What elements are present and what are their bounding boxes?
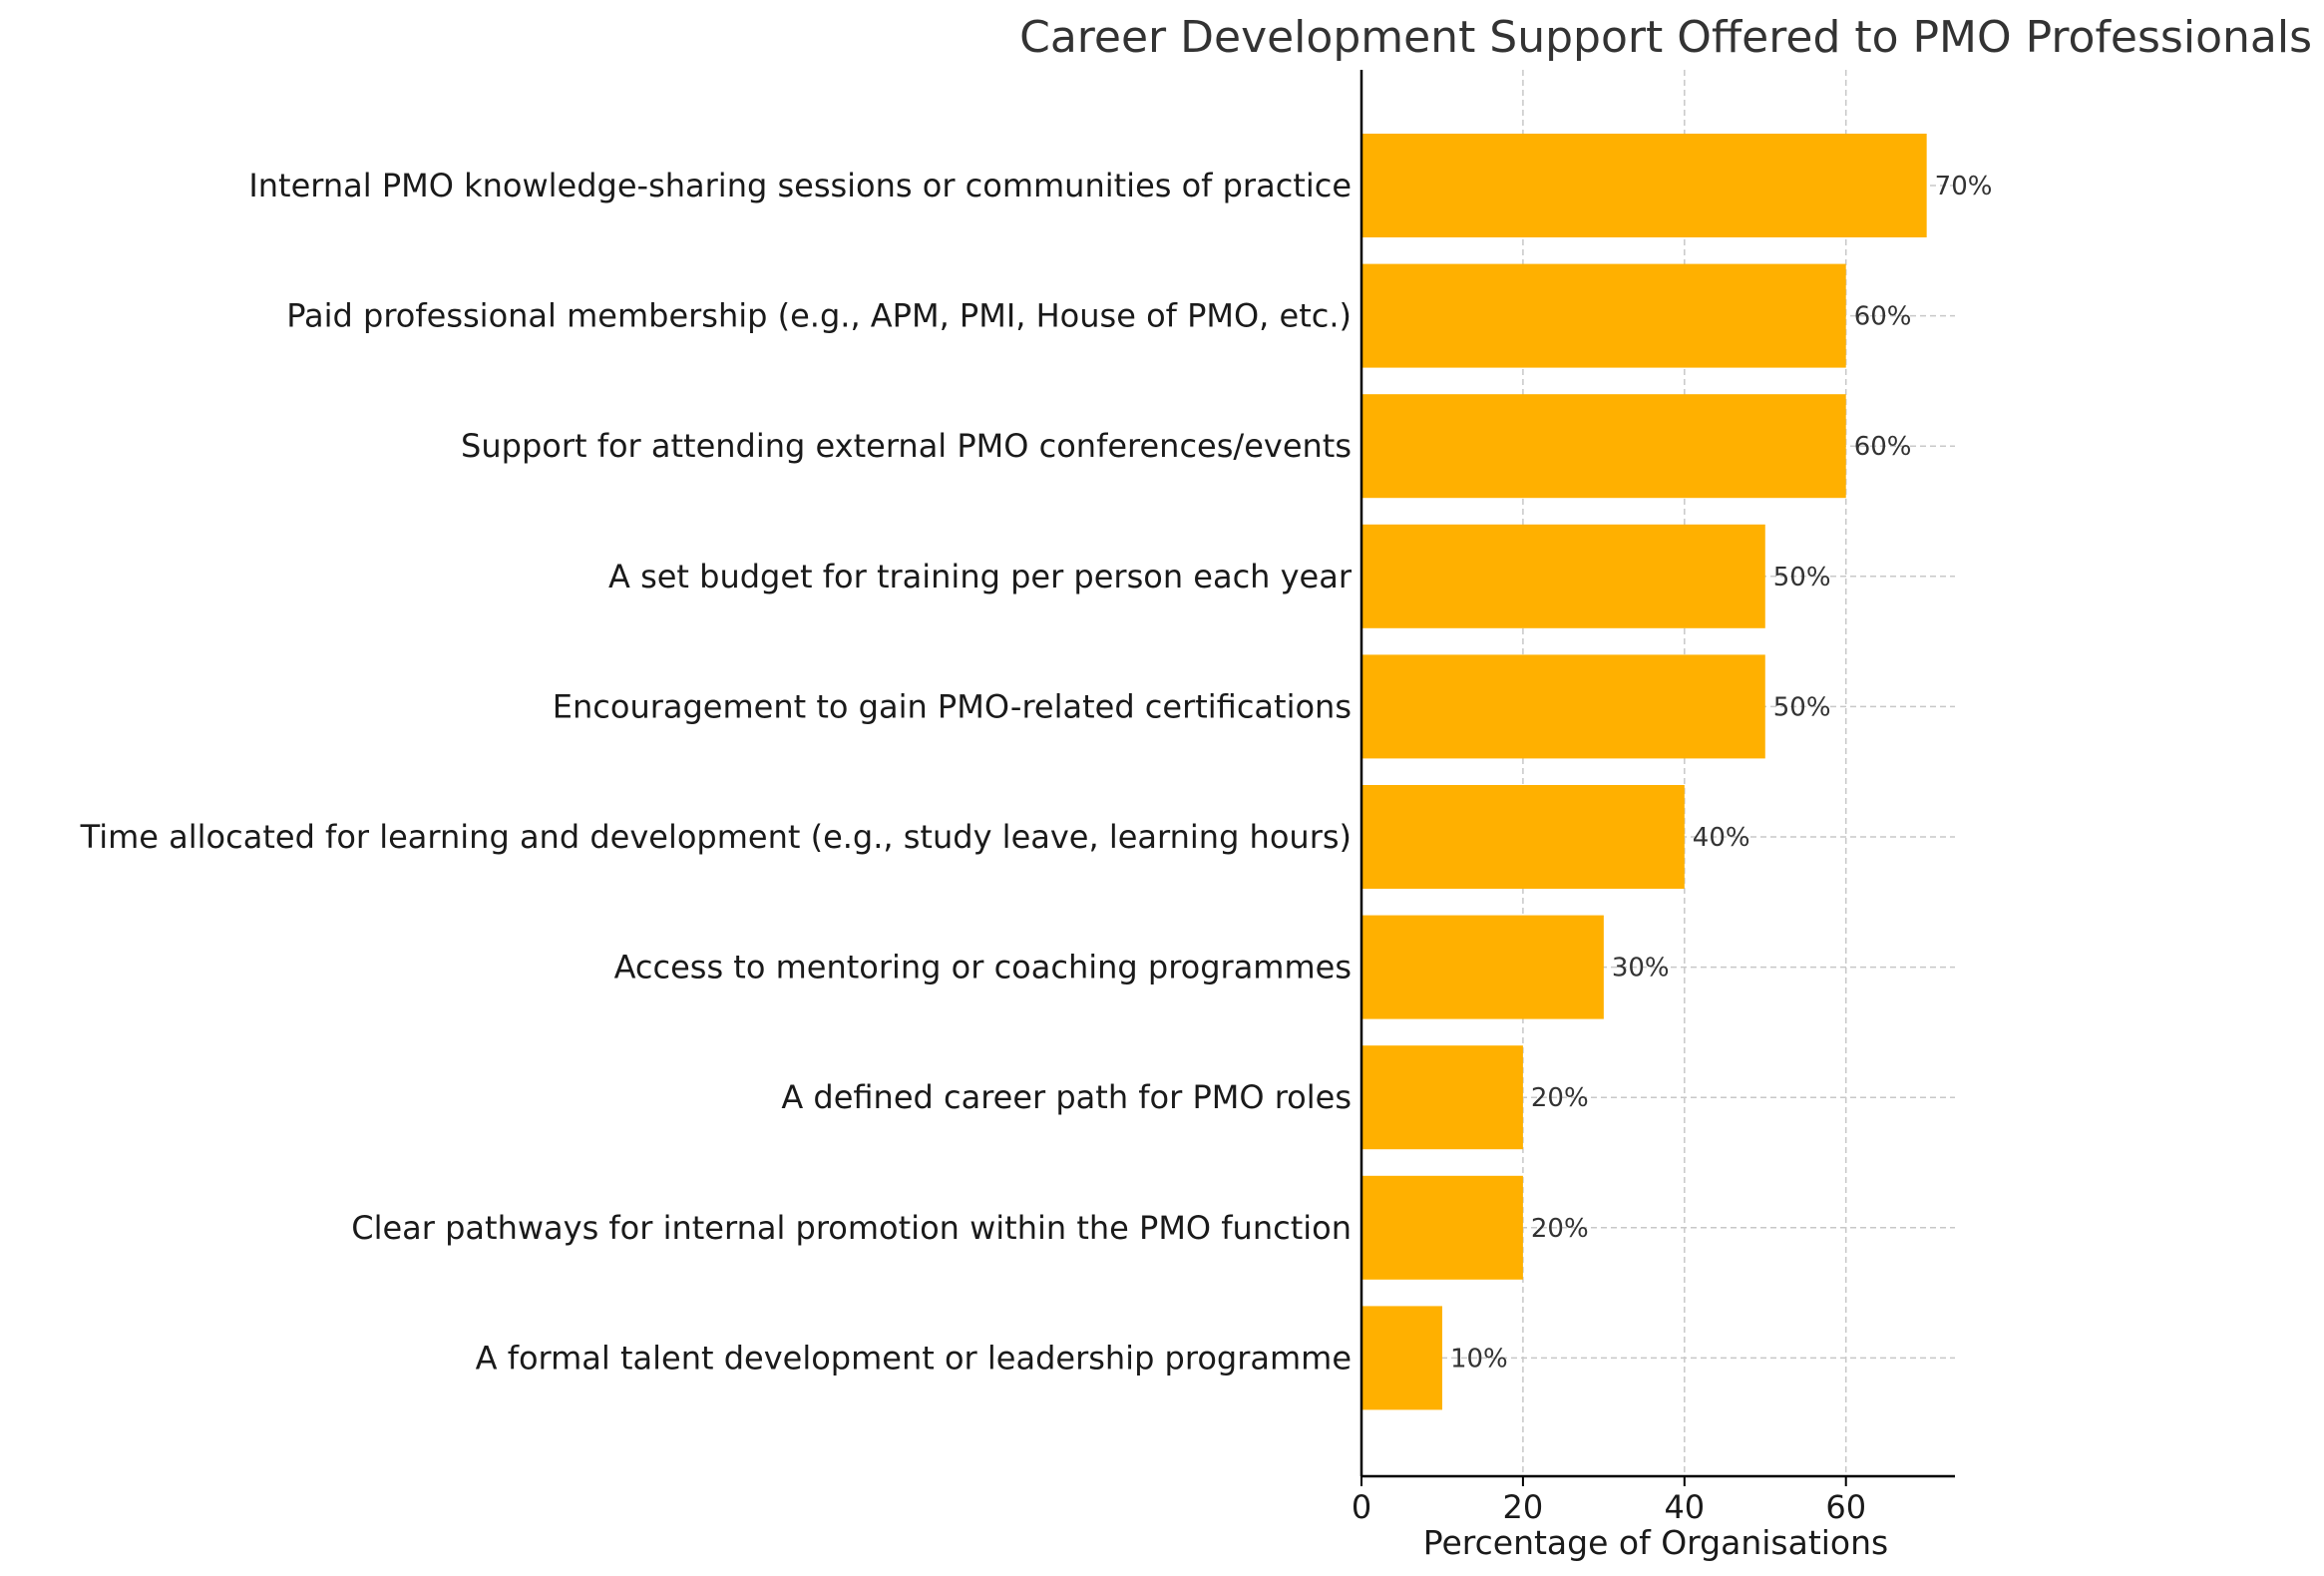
- category-label: Paid professional membership (e.g., APM,…: [286, 297, 1352, 335]
- x-tick-label: 40: [1664, 1488, 1705, 1526]
- bar: [1361, 915, 1604, 1019]
- category-label: Access to mentoring or coaching programm…: [614, 949, 1352, 986]
- x-ticks: 0 20 40 60: [1352, 1476, 1866, 1526]
- x-axis-title: Percentage of Organisations: [1423, 1523, 1888, 1562]
- bar-value-label: 70%: [1935, 172, 1993, 201]
- category-label: Clear pathways for internal promotion wi…: [351, 1209, 1352, 1247]
- bar-value-label: 50%: [1773, 692, 1831, 722]
- x-tick-label: 0: [1352, 1488, 1371, 1526]
- category-label: Internal PMO knowledge-sharing sessions …: [248, 167, 1352, 204]
- x-tick-label: 60: [1825, 1488, 1866, 1526]
- bar: [1361, 263, 1846, 368]
- bar-value-label: 10%: [1450, 1344, 1508, 1374]
- category-label: A defined career path for PMO roles: [781, 1078, 1352, 1116]
- bar: [1361, 1045, 1523, 1150]
- category-labels: Internal PMO knowledge-sharing sessions …: [80, 167, 1353, 1377]
- axes: [1359, 70, 1955, 1478]
- category-label: A set budget for training per person eac…: [608, 558, 1353, 595]
- category-label: Support for attending external PMO confe…: [461, 427, 1352, 465]
- x-tick-label: 20: [1503, 1488, 1544, 1526]
- bar-value-label: 20%: [1531, 1083, 1589, 1113]
- bar: [1361, 524, 1765, 628]
- category-label: Time allocated for learning and developm…: [80, 818, 1352, 856]
- bar-value-label: 60%: [1854, 302, 1912, 332]
- bar: [1361, 785, 1685, 889]
- bar-value-label: 50%: [1773, 563, 1831, 592]
- bar: [1361, 1175, 1523, 1280]
- bar: [1361, 1306, 1442, 1410]
- category-label: A formal talent development or leadershi…: [476, 1339, 1352, 1377]
- bar: [1361, 654, 1765, 759]
- bar-value-label: 60%: [1854, 432, 1912, 462]
- bar: [1361, 134, 1927, 237]
- bar-value-label: 30%: [1612, 954, 1670, 984]
- category-label: Encouragement to gain PMO-related certif…: [553, 687, 1352, 725]
- bar-value-label: 20%: [1531, 1214, 1589, 1244]
- bar-value-label: 40%: [1693, 823, 1750, 853]
- chart-title: Career Development Support Offered to PM…: [1019, 12, 2312, 63]
- data-labels: 70% 60% 60% 50% 50% 40% 30% 20% 20% 10%: [1450, 172, 1993, 1374]
- bar: [1361, 394, 1846, 499]
- bars: [1361, 134, 1927, 1410]
